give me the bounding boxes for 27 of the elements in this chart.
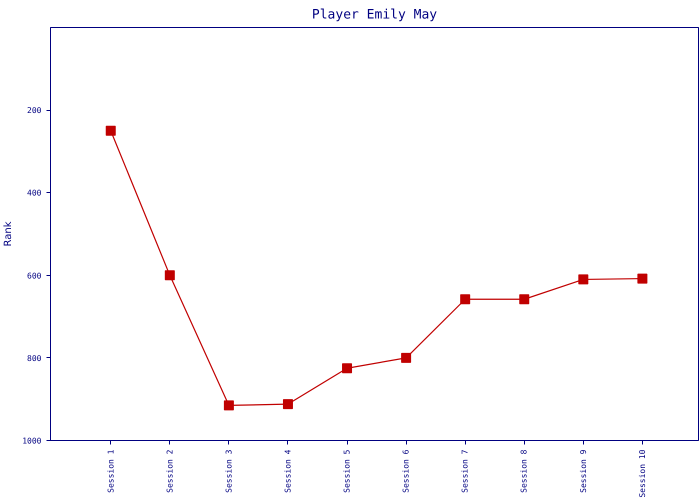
chart-title: Player Emily May bbox=[312, 8, 438, 22]
y-tick-label: 800 bbox=[27, 354, 42, 363]
y-tick-label: 200 bbox=[27, 106, 42, 116]
x-tick-label: Session 6 bbox=[402, 449, 411, 493]
x-tick-label: Session 3 bbox=[224, 449, 234, 493]
point bbox=[342, 363, 352, 374]
point bbox=[164, 270, 175, 280]
point bbox=[578, 274, 588, 284]
y-tick-label: 1000 bbox=[22, 436, 42, 446]
y-tick-label: 600 bbox=[27, 271, 42, 280]
point bbox=[224, 400, 234, 410]
point bbox=[401, 352, 412, 363]
point bbox=[637, 274, 648, 284]
point bbox=[106, 126, 116, 136]
x-tick-label: Session 9 bbox=[578, 449, 588, 493]
point bbox=[460, 294, 470, 304]
x-tick-label: Session 4 bbox=[283, 449, 292, 493]
x-tick-label: Session 2 bbox=[165, 449, 174, 493]
point bbox=[519, 294, 530, 304]
point bbox=[282, 399, 293, 410]
y-axis-title: Rank bbox=[3, 221, 14, 246]
x-tick-label: Session 5 bbox=[342, 449, 352, 493]
x-tick-label: Session 10 bbox=[638, 449, 647, 498]
x-tick-label: Session 7 bbox=[460, 449, 470, 493]
y-tick-label: 400 bbox=[27, 188, 42, 198]
x-tick-label: Session 8 bbox=[520, 449, 529, 493]
x-tick-label: Session 1 bbox=[106, 449, 116, 493]
